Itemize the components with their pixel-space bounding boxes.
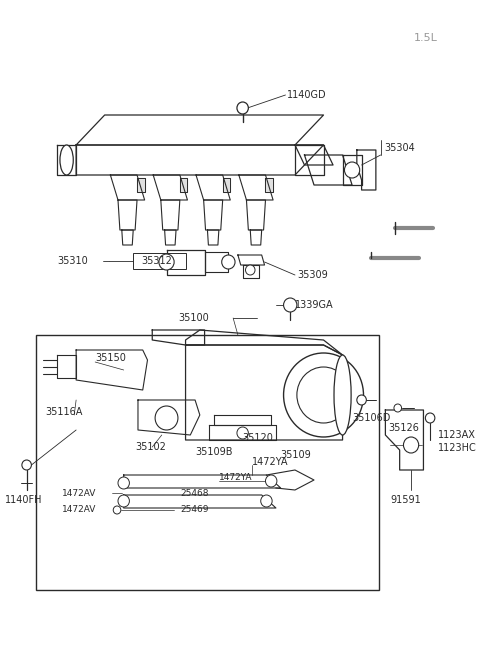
Polygon shape bbox=[152, 330, 204, 345]
Polygon shape bbox=[246, 200, 265, 230]
Circle shape bbox=[357, 395, 366, 405]
Circle shape bbox=[404, 437, 419, 453]
Polygon shape bbox=[124, 495, 276, 508]
Bar bbox=[36, 335, 379, 590]
Polygon shape bbox=[186, 330, 343, 355]
Polygon shape bbox=[76, 350, 147, 390]
Polygon shape bbox=[180, 178, 188, 192]
Text: 1472AV: 1472AV bbox=[62, 489, 96, 498]
Circle shape bbox=[261, 495, 272, 507]
Ellipse shape bbox=[334, 355, 351, 435]
Text: 35109B: 35109B bbox=[195, 447, 233, 457]
Circle shape bbox=[113, 506, 121, 514]
Circle shape bbox=[22, 460, 31, 470]
Circle shape bbox=[245, 265, 255, 275]
Polygon shape bbox=[265, 178, 273, 192]
Polygon shape bbox=[343, 155, 361, 185]
Ellipse shape bbox=[60, 145, 73, 175]
Polygon shape bbox=[385, 410, 423, 470]
Polygon shape bbox=[357, 150, 376, 190]
Text: 1472YA: 1472YA bbox=[252, 457, 288, 467]
Text: 35312: 35312 bbox=[142, 256, 172, 266]
Polygon shape bbox=[243, 265, 259, 278]
Text: 35106D: 35106D bbox=[352, 413, 390, 423]
Circle shape bbox=[284, 298, 297, 312]
Text: 35100: 35100 bbox=[179, 313, 209, 323]
Text: 35102: 35102 bbox=[135, 442, 166, 452]
Circle shape bbox=[118, 495, 130, 507]
Polygon shape bbox=[122, 230, 133, 245]
Polygon shape bbox=[57, 355, 76, 378]
Circle shape bbox=[118, 477, 130, 489]
Polygon shape bbox=[76, 115, 324, 145]
Text: 1472YA: 1472YA bbox=[219, 474, 252, 483]
Polygon shape bbox=[167, 250, 204, 275]
Polygon shape bbox=[57, 145, 76, 175]
Text: 35150: 35150 bbox=[95, 353, 126, 363]
Polygon shape bbox=[153, 175, 188, 200]
Polygon shape bbox=[138, 400, 200, 435]
Circle shape bbox=[222, 255, 235, 269]
Text: 35310: 35310 bbox=[57, 256, 88, 266]
Text: 35126: 35126 bbox=[388, 423, 419, 433]
Text: 1140GD: 1140GD bbox=[288, 90, 327, 100]
Text: 35109: 35109 bbox=[281, 450, 312, 460]
Text: 25469: 25469 bbox=[181, 506, 209, 514]
Polygon shape bbox=[204, 200, 223, 230]
Text: 1123AX: 1123AX bbox=[438, 430, 476, 440]
Polygon shape bbox=[204, 252, 228, 272]
Polygon shape bbox=[165, 230, 176, 245]
Polygon shape bbox=[238, 255, 264, 265]
Polygon shape bbox=[137, 178, 144, 192]
Circle shape bbox=[237, 427, 248, 439]
Polygon shape bbox=[110, 175, 144, 200]
Text: 25468: 25468 bbox=[181, 489, 209, 498]
Polygon shape bbox=[295, 145, 324, 175]
Text: 35116A: 35116A bbox=[46, 407, 83, 417]
Circle shape bbox=[284, 353, 363, 437]
Circle shape bbox=[265, 475, 277, 487]
Polygon shape bbox=[118, 200, 137, 230]
Polygon shape bbox=[124, 475, 281, 488]
Circle shape bbox=[155, 406, 178, 430]
Polygon shape bbox=[209, 425, 276, 440]
Text: 1123HC: 1123HC bbox=[438, 443, 477, 453]
Text: 35309: 35309 bbox=[297, 270, 328, 280]
Polygon shape bbox=[196, 175, 230, 200]
Circle shape bbox=[425, 413, 435, 423]
Polygon shape bbox=[250, 230, 262, 245]
Circle shape bbox=[394, 404, 402, 412]
Text: 1140FH: 1140FH bbox=[5, 495, 42, 505]
Circle shape bbox=[345, 162, 360, 178]
Text: 35304: 35304 bbox=[384, 143, 415, 153]
Polygon shape bbox=[214, 415, 271, 425]
Text: 1339GA: 1339GA bbox=[295, 300, 334, 310]
Polygon shape bbox=[295, 145, 333, 165]
Polygon shape bbox=[161, 200, 180, 230]
Circle shape bbox=[297, 367, 350, 423]
Text: 1472AV: 1472AV bbox=[62, 506, 96, 514]
Circle shape bbox=[159, 254, 174, 270]
Bar bbox=[133, 253, 186, 269]
Polygon shape bbox=[239, 175, 273, 200]
Text: 1.5L: 1.5L bbox=[414, 33, 438, 43]
Polygon shape bbox=[207, 230, 219, 245]
Polygon shape bbox=[76, 145, 324, 175]
Polygon shape bbox=[223, 178, 230, 192]
Polygon shape bbox=[186, 345, 343, 440]
Polygon shape bbox=[304, 155, 352, 185]
Text: 35120: 35120 bbox=[243, 433, 274, 443]
Text: 91591: 91591 bbox=[390, 495, 421, 505]
Circle shape bbox=[237, 102, 248, 114]
